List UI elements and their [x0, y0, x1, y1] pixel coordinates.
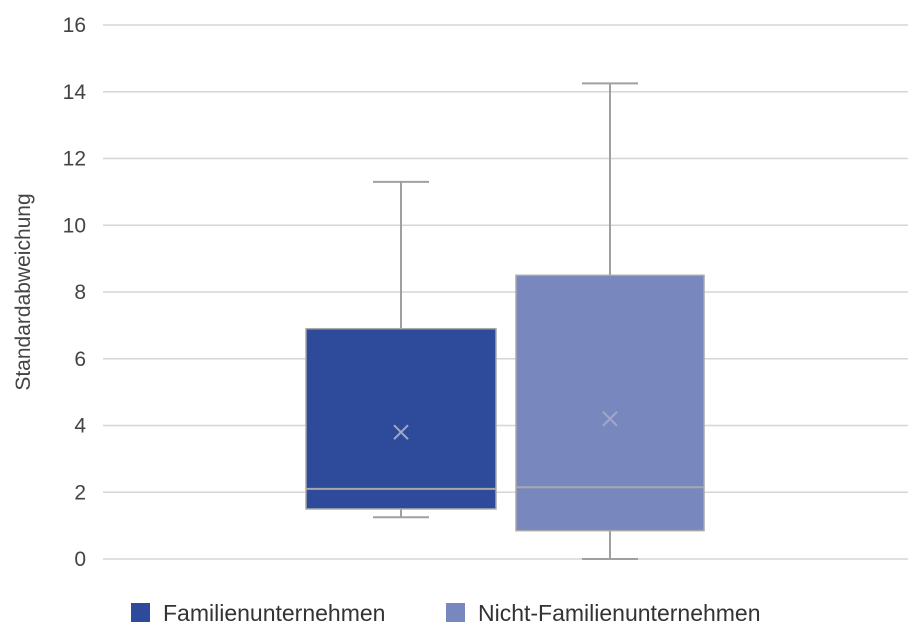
y-tick-label: 4	[74, 415, 86, 438]
y-tick-label: 16	[63, 14, 86, 37]
box-body	[305, 327, 497, 510]
mean-marker	[602, 411, 618, 427]
y-tick-label: 10	[63, 214, 86, 237]
box-body	[515, 274, 705, 532]
grid-lines	[103, 24, 908, 560]
y-tick-labels: 0 2 4 6 8 10 12 14 16	[63, 14, 87, 571]
legend-label: Familienunternehmen	[163, 600, 385, 626]
legend-swatch	[446, 603, 465, 622]
box-1	[305, 180, 497, 519]
y-axis-title: Standardabweichung	[12, 193, 35, 390]
legend: Familienunternehmen Nicht-Familienunterne…	[131, 600, 761, 626]
legend-label: Nicht-Familienunternehmen	[478, 600, 761, 626]
y-tick-label: 12	[63, 148, 86, 171]
y-tick-label: 0	[74, 548, 86, 571]
box-2	[515, 82, 705, 560]
y-tick-label: 2	[74, 481, 86, 504]
mean-marker	[393, 424, 409, 440]
boxes	[305, 82, 705, 560]
legend-swatch	[131, 603, 150, 622]
y-tick-label: 6	[74, 348, 86, 371]
y-tick-label: 8	[74, 281, 86, 304]
y-tick-label: 14	[63, 81, 87, 104]
